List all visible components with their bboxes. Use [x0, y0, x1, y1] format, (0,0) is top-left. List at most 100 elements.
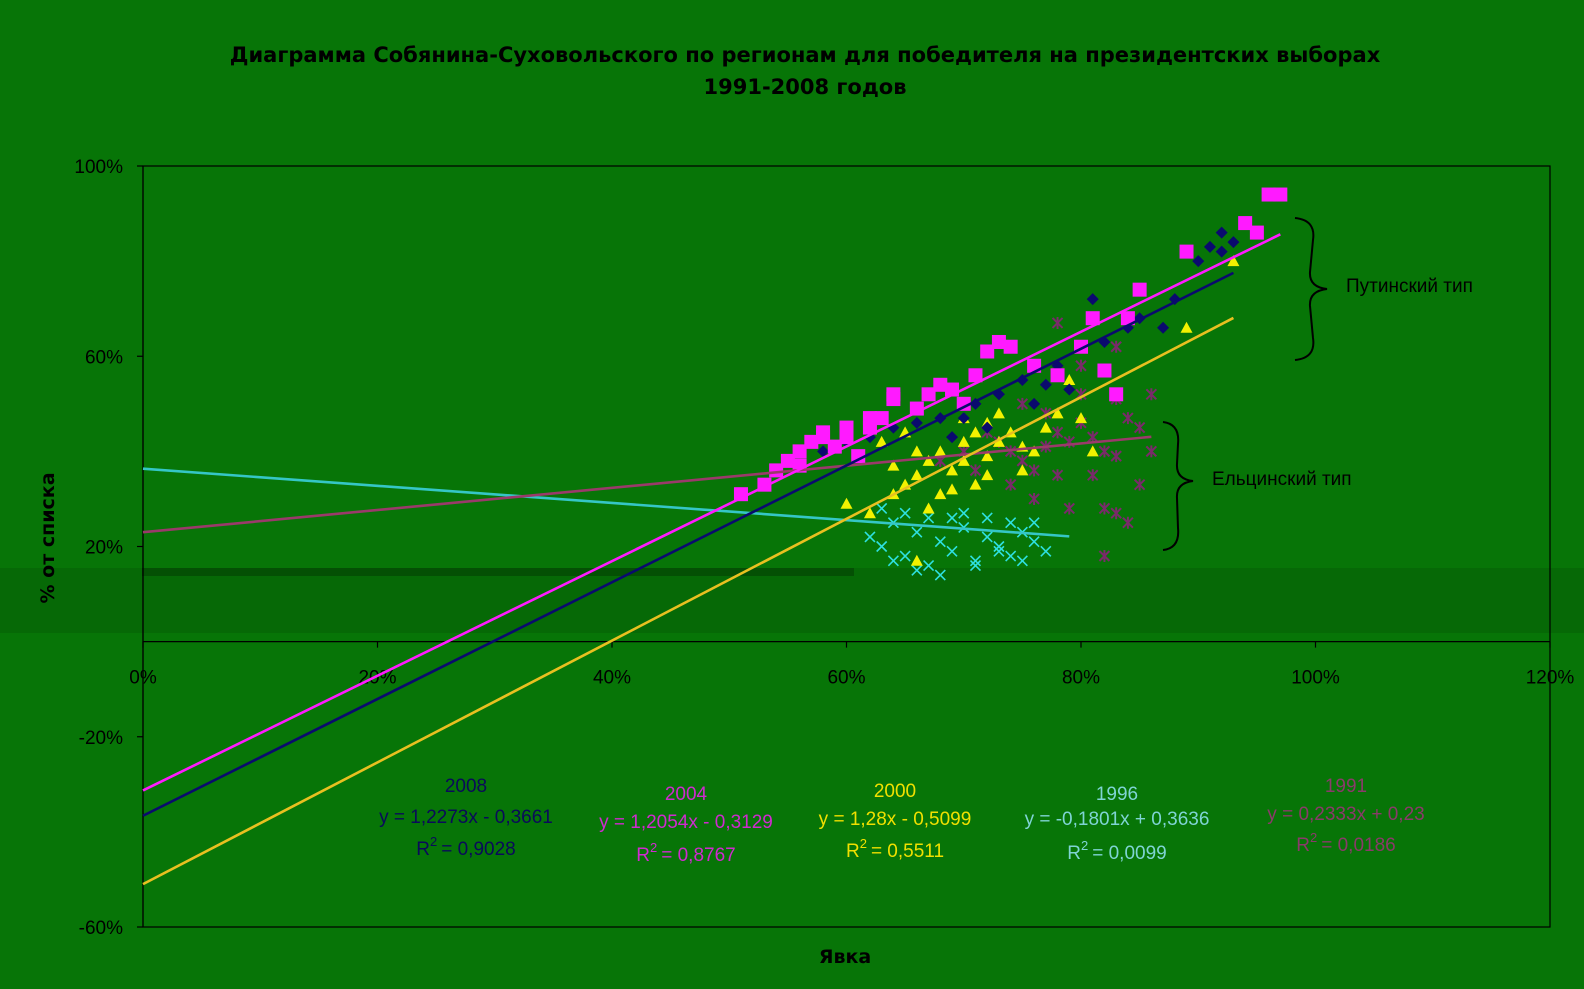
- point-2004: [874, 411, 889, 426]
- point-1991: [1122, 412, 1134, 425]
- point-2004: [851, 449, 866, 464]
- trend-line-2008: [142, 271, 1235, 817]
- point-2004: [1238, 216, 1253, 231]
- point-2008: [1227, 236, 1240, 249]
- point-2000: [946, 483, 959, 495]
- point-2004: [968, 368, 983, 383]
- point-2004: [909, 401, 924, 416]
- point-1996: [946, 512, 958, 524]
- point-2008: [981, 421, 994, 434]
- point-1991: [1004, 478, 1017, 491]
- point-2004: [862, 411, 877, 426]
- equation-2000-year: 2000: [874, 781, 916, 802]
- point-1996: [981, 531, 993, 543]
- point-2004: [1132, 282, 1147, 297]
- yeltsin-brace: [1162, 421, 1194, 551]
- equation-2000-formula: y = 1,28x - 0,5099: [819, 809, 972, 830]
- point-2004: [1050, 368, 1065, 383]
- putin-type-annotation: Путинский тип: [1346, 276, 1473, 297]
- equation-1991-r2: R2 = 0,0186: [1296, 830, 1395, 856]
- point-1991: [1133, 478, 1146, 491]
- scan-band-dark: [142, 568, 854, 576]
- point-1991: [1145, 445, 1158, 458]
- point-2000: [875, 435, 888, 447]
- point-1996: [934, 569, 946, 581]
- point-2000: [1039, 421, 1052, 433]
- point-2000: [922, 454, 935, 466]
- point-2004: [1120, 311, 1135, 326]
- trend-line-1991: [142, 435, 1152, 534]
- point-1996: [969, 555, 982, 567]
- point-1991: [1098, 445, 1111, 458]
- point-1996: [911, 564, 923, 576]
- point-2000: [946, 464, 959, 476]
- point-2000: [1051, 407, 1064, 419]
- equation-1996: 1996 y = -0,1801x + 0,3636 R2 = 0,0099: [1025, 784, 1210, 864]
- point-2000: [1028, 445, 1041, 457]
- point-1991: [1133, 421, 1146, 434]
- putin-brace: [1294, 217, 1328, 361]
- point-2000: [1227, 255, 1240, 267]
- point-1996: [1005, 550, 1017, 562]
- point-1996: [864, 531, 876, 543]
- point-1996: [981, 512, 993, 524]
- equation-1991: 1991 y = 0,2333x + 0,23 R2 = 0,0186: [1267, 776, 1424, 856]
- point-1991: [1122, 516, 1134, 529]
- equation-1991-year: 1991: [1325, 776, 1367, 797]
- equation-1996-r2: R2 = 0,0099: [1067, 838, 1166, 864]
- point-1996: [899, 507, 911, 519]
- point-1996: [946, 545, 958, 557]
- trend-line-2004: [142, 233, 1281, 792]
- point-1991: [1110, 507, 1122, 520]
- scan-band: [0, 568, 1584, 633]
- point-2004: [804, 434, 819, 449]
- point-1996: [876, 540, 888, 553]
- equation-2008-year: 2008: [445, 776, 487, 797]
- point-1991: [1051, 316, 1064, 329]
- point-1991: [1051, 426, 1064, 439]
- point-2000: [922, 502, 935, 514]
- point-1991: [1028, 464, 1040, 477]
- point-2000: [1180, 321, 1193, 333]
- equation-2000: 2000 y = 1,28x - 0,5099 R2 = 0,5511: [819, 781, 972, 862]
- point-2008: [817, 445, 830, 458]
- axes: [137, 165, 1551, 928]
- x-tick-label: 60%: [827, 668, 865, 689]
- y-tick-label: 20%: [85, 538, 123, 559]
- point-1996: [934, 536, 946, 548]
- point-2000: [992, 407, 1005, 419]
- equation-2004: 2004 y = 1,2054x - 0,3129 R2 = 0,8767: [599, 784, 773, 866]
- trend-line-2000: [142, 316, 1235, 886]
- equation-2004-formula: y = 1,2054x - 0,3129: [599, 812, 773, 833]
- point-2008: [1063, 383, 1076, 396]
- point-2008: [1203, 240, 1216, 253]
- point-2000: [992, 435, 1005, 447]
- point-1991: [1110, 340, 1122, 353]
- point-1991: [1063, 502, 1075, 515]
- point-1991: [1051, 469, 1064, 482]
- point-2004: [1097, 363, 1112, 378]
- point-2000: [887, 459, 900, 471]
- point-2008: [1039, 378, 1052, 391]
- point-2004: [921, 387, 936, 402]
- point-1996: [899, 550, 911, 562]
- point-2000: [840, 497, 853, 509]
- point-1996: [993, 545, 1005, 557]
- equation-2008-formula: y = 1,2273x - 0,3661: [379, 807, 553, 828]
- point-1991: [1110, 450, 1122, 463]
- point-1996: [1016, 555, 1028, 567]
- point-2008: [1215, 226, 1228, 239]
- x-tick-label: 40%: [593, 668, 631, 689]
- point-2000: [1063, 374, 1076, 386]
- point-1991: [1075, 359, 1087, 372]
- point-2004: [1249, 225, 1264, 240]
- point-1996: [1028, 536, 1040, 548]
- point-2008: [1192, 255, 1205, 268]
- point-2000: [934, 488, 947, 500]
- point-2008: [957, 412, 970, 425]
- chart-title-line2: 1991-2008 годов: [704, 75, 907, 99]
- point-2000: [969, 478, 982, 490]
- tick-labels: 0% 20% 40% 60% 80% 100% 120% 100% 60% 20% -20% -60%: [74, 157, 1574, 939]
